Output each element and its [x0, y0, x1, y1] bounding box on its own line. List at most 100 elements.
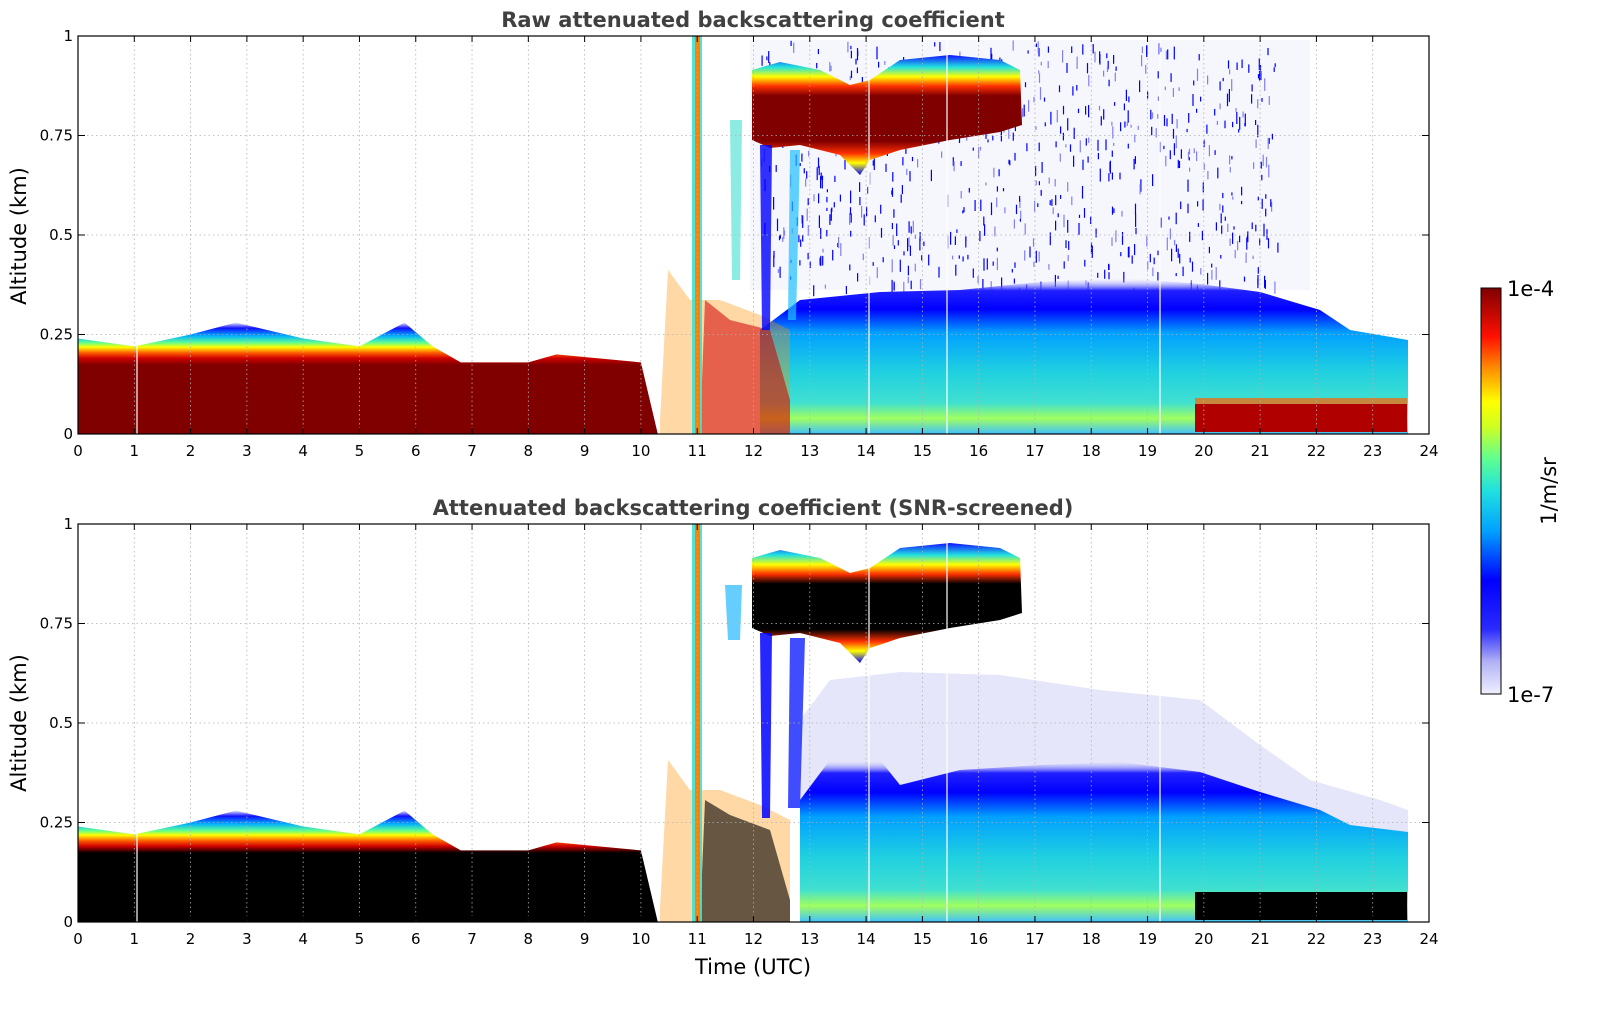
noise-speck: [1180, 149, 1182, 159]
x-tick-label: 17: [1025, 442, 1044, 460]
noise-speck: [955, 264, 957, 276]
noise-speck: [826, 207, 828, 211]
noise-speck: [830, 208, 832, 221]
noise-speck: [908, 237, 910, 247]
noise-speck: [1076, 85, 1078, 91]
x-tick-label: 14: [857, 930, 876, 948]
noise-speck: [1044, 122, 1046, 127]
noise-speck: [1097, 139, 1099, 151]
noise-speck: [897, 240, 899, 246]
noise-speck: [954, 236, 956, 245]
noise-speck: [1229, 155, 1231, 165]
noise-speck: [1261, 198, 1263, 209]
noise-speck: [1111, 150, 1113, 157]
noise-speck: [1215, 267, 1217, 280]
noise-speck: [1078, 223, 1080, 235]
noise-speck: [1189, 257, 1191, 263]
boundary-layer: [78, 322, 658, 434]
noise-speck: [911, 156, 914, 162]
noise-speck: [1128, 246, 1130, 258]
noise-speck: [1202, 182, 1204, 193]
noise-speck: [1054, 274, 1056, 287]
noise-speck: [1049, 200, 1051, 206]
noise-speck: [892, 172, 894, 182]
noise-speck: [840, 243, 842, 256]
noise-speck: [826, 230, 828, 237]
noise-speck: [968, 187, 970, 193]
noise-speck: [923, 241, 925, 247]
noise-speck: [1107, 60, 1109, 70]
noise-speck: [1033, 261, 1035, 267]
noise-speck: [1065, 144, 1067, 148]
x-tick-label: 18: [1082, 442, 1101, 460]
panel-raw-ylabel: Altitude (km): [7, 167, 31, 305]
noise-speck: [986, 258, 988, 270]
noise-speck: [857, 273, 859, 282]
noise-speck: [866, 206, 868, 217]
noise-speck: [978, 147, 980, 159]
noise-speck: [1082, 44, 1084, 55]
noise-speck: [1105, 139, 1107, 151]
noise-speck: [1236, 111, 1238, 124]
noise-speck: [1151, 112, 1154, 119]
noise-speck: [1251, 84, 1253, 92]
noise-speck: [1145, 64, 1147, 74]
x-tick-label: 23: [1363, 930, 1382, 948]
noise-speck: [1186, 128, 1188, 133]
noise-speck: [893, 245, 896, 249]
noise-speck: [990, 281, 992, 292]
noise-speck: [1085, 106, 1087, 115]
noise-speck: [1265, 194, 1267, 199]
noise-speck: [856, 48, 859, 61]
noise-speck: [1063, 261, 1065, 269]
noise-speck: [872, 262, 874, 266]
noise-speck: [1055, 141, 1057, 148]
noise-speck: [974, 200, 976, 211]
noise-speck: [1220, 255, 1222, 259]
noise-speck: [1268, 164, 1270, 178]
x-tick-label: 5: [355, 930, 365, 948]
noise-speck: [803, 168, 805, 174]
noise-speck: [818, 165, 820, 176]
noise-speck: [1152, 267, 1154, 277]
x-tick-label: 16: [969, 442, 988, 460]
noise-speck: [1029, 246, 1031, 258]
noise-speck: [921, 255, 923, 261]
noise-speck: [891, 223, 893, 230]
noise-speck: [880, 204, 882, 214]
noise-speck: [820, 227, 822, 239]
noise-speck: [1146, 45, 1148, 56]
noise-speck: [1108, 272, 1110, 280]
noise-speck: [1048, 264, 1050, 270]
noise-speck: [1214, 150, 1216, 155]
noise-speck: [953, 161, 955, 172]
x-tick-label: 15: [913, 442, 932, 460]
noise-speck: [1231, 79, 1233, 92]
noise-speck: [1108, 264, 1110, 270]
x-tick-label: 1: [130, 930, 140, 948]
noise-speck: [1214, 108, 1216, 116]
noise-speck: [845, 286, 847, 294]
noise-speck: [779, 234, 781, 239]
noise-speck: [829, 214, 831, 225]
noise-speck: [817, 49, 819, 55]
noise-speck: [1261, 98, 1263, 102]
noise-speck: [912, 220, 914, 233]
noise-speck: [1014, 262, 1016, 268]
panel-raw-xticks: 0 1 2 3 4 5 6 7 8 9 10 11 12 13 14 15 16 17 18 19 20 21 22 23 24: [73, 36, 1439, 460]
x-tick-label: 5: [355, 442, 365, 460]
x-tick-label: 0: [73, 442, 83, 460]
noise-speck: [1091, 245, 1093, 258]
noise-speck: [873, 157, 875, 170]
noise-speck: [1062, 105, 1065, 115]
noise-speck: [1115, 230, 1117, 243]
cloud-layer: [752, 55, 1022, 175]
x-tick-label: 9: [580, 930, 590, 948]
noise-speck: [1261, 174, 1263, 181]
noise-speck: [977, 276, 979, 284]
noise-speck: [1086, 63, 1089, 74]
noise-speck: [1264, 275, 1266, 288]
noise-speck: [1219, 203, 1221, 211]
noise-speck: [1157, 71, 1159, 79]
